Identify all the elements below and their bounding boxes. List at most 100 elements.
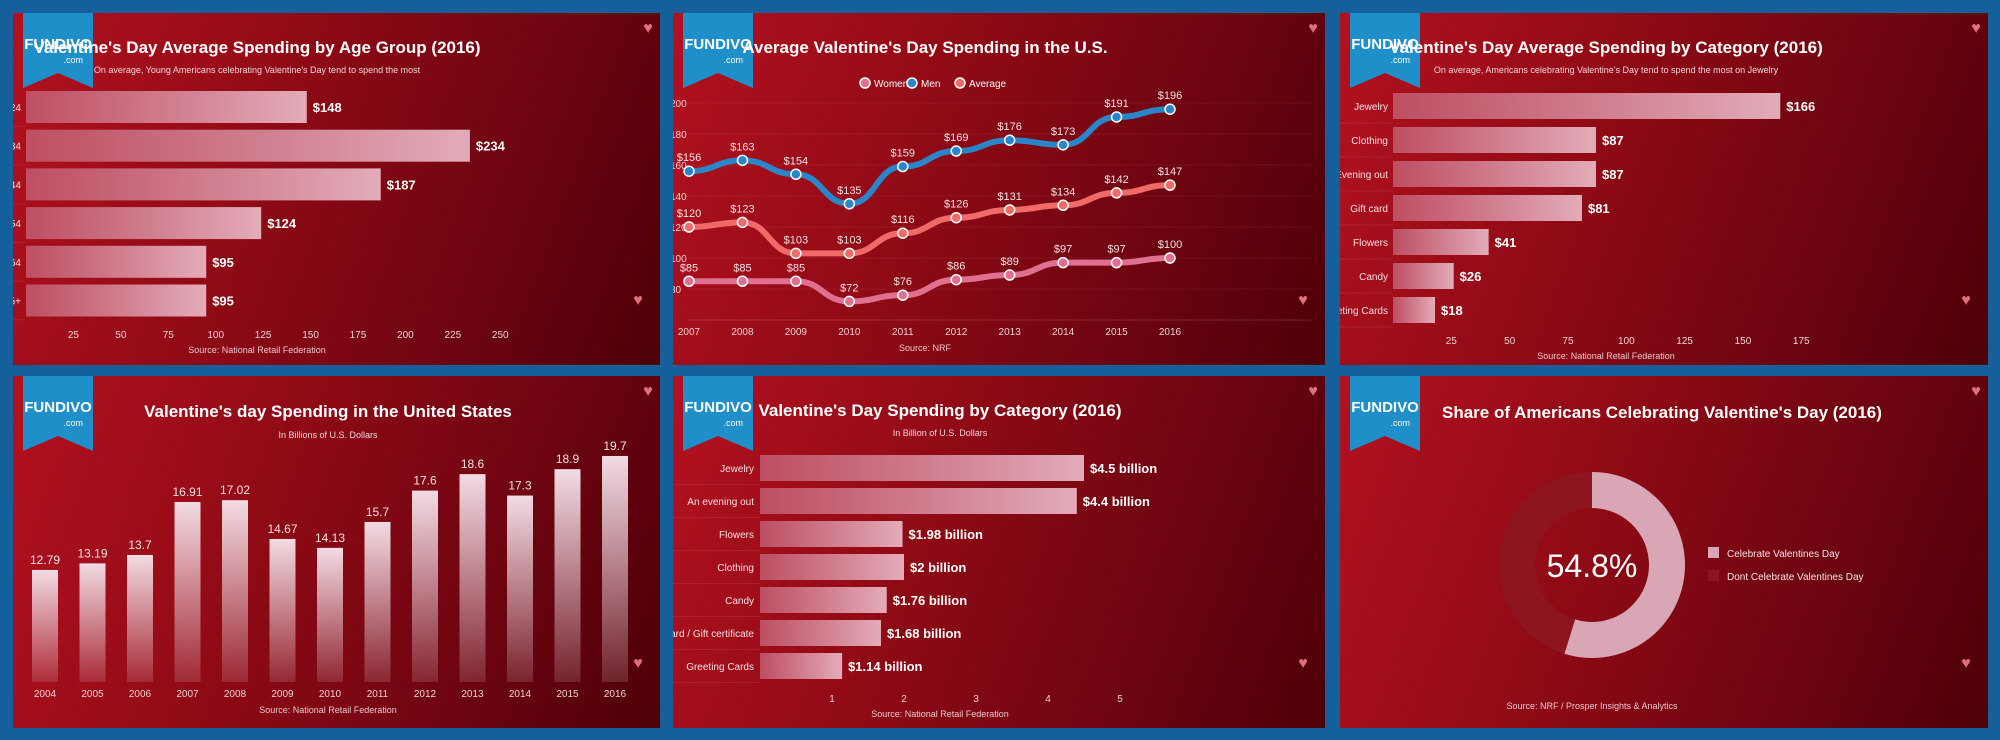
data-label: $2 billion [910, 560, 966, 575]
data-label: 17.6 [413, 474, 437, 488]
legend-label: Men [921, 79, 940, 90]
yearly-spending-panel: FUNDIVO .com ♥ ♥ Valentine's day Spending in… [13, 376, 660, 728]
chart-subtitle: In Billion of U.S. Dollars [893, 428, 988, 438]
data-point [790, 247, 802, 260]
data-label: $123 [730, 203, 754, 215]
data-point [1164, 179, 1176, 191]
category-label: 65+ [13, 297, 21, 308]
center-percentage: 54.8% [1547, 548, 1638, 584]
data-label: $85 [680, 262, 698, 274]
donut-slice [1499, 472, 1592, 654]
data-label: $4.4 billion [1083, 494, 1150, 509]
logo-ribbon [683, 13, 753, 88]
bar [1393, 161, 1596, 187]
x-tick-label: 4 [1045, 694, 1051, 705]
x-tick-label: 25 [1446, 336, 1458, 347]
fundivo-logo: FUNDIVO .com [23, 13, 93, 88]
data-label: $1.14 billion [848, 659, 922, 674]
x-tick-label: 2007 [176, 689, 199, 700]
bar [317, 547, 343, 682]
data-label: $103 [837, 234, 861, 246]
data-label: $26 [1460, 269, 1482, 284]
logo-text: FUNDIVO [684, 399, 752, 416]
bar [26, 245, 207, 278]
data-point [1003, 269, 1016, 281]
data-point [897, 227, 909, 239]
x-tick-label: 250 [492, 330, 509, 341]
age-group-spending-panel: FUNDIVO .com ♥ ♥ Valentine's Day Average Spe… [13, 13, 660, 365]
category-label: An evening out [687, 497, 754, 508]
data-point [1003, 204, 1016, 216]
legend-marker [954, 77, 966, 89]
data-label: $131 [997, 191, 1021, 203]
x-tick-label: 2 [901, 694, 907, 705]
x-tick-label: 25 [68, 330, 80, 341]
data-label: 17.3 [508, 479, 532, 493]
x-tick-label: 2016 [1159, 327, 1182, 338]
bar [26, 91, 307, 123]
y-tick-label: 100 [673, 254, 687, 265]
chart-title: Valentine's Day Average Spending by Age … [33, 38, 480, 57]
data-label: $41 [1495, 235, 1517, 250]
logo-text: FUNDIVO [24, 399, 92, 416]
data-label: $89 [1000, 256, 1018, 268]
x-tick-label: 150 [302, 330, 319, 341]
average-spending-line-panel: FUNDIVO .com ♥ ♥ Average Valentine's Day Spe… [673, 13, 1325, 365]
legend-marker [859, 77, 871, 89]
chart-svg: FUNDIVO .com ♥ ♥ Valentine's day Spending in… [23, 376, 653, 715]
chart-svg: FUNDIVO .com ♥ ♥ Valentine's Day Average Spe… [1340, 13, 1981, 361]
x-tick-label: 100 [207, 330, 224, 341]
data-label: $85 [787, 262, 805, 274]
data-label: 13.7 [128, 538, 152, 552]
x-tick-label: 2014 [1052, 327, 1075, 338]
data-point [736, 154, 749, 167]
data-label: $120 [677, 208, 701, 220]
bar [459, 474, 486, 682]
x-tick-label: 2015 [1105, 327, 1128, 338]
donut-slice [1564, 472, 1685, 658]
category-label: Jewelry [720, 464, 754, 475]
data-label: $85 [733, 262, 751, 274]
category-label: Clothing [717, 563, 754, 574]
x-tick-label: 200 [397, 330, 414, 341]
chart-title: Valentine's Day Spending by Category (20… [758, 401, 1121, 420]
data-label: $134 [1051, 186, 1075, 198]
data-label: $95 [212, 294, 234, 309]
x-tick-label: 2010 [838, 327, 861, 338]
chart-title: Average Valentine's Day Spending in the … [742, 38, 1107, 57]
share-celebrating-panel: FUNDIVO .com ♥ ♥ Share of Americans Celebrat… [1340, 376, 1988, 728]
bar [222, 500, 248, 682]
category-label: 25-34 [13, 142, 21, 153]
bar [1393, 229, 1489, 255]
y-tick-label: 200 [673, 99, 687, 110]
category-label: Clothing [1351, 136, 1388, 147]
logo-ribbon [23, 13, 93, 88]
data-label: $100 [1158, 239, 1182, 251]
data-point [790, 168, 802, 181]
category-label: Jewelry [1354, 102, 1388, 113]
y-tick-label: 180 [673, 130, 687, 141]
y-tick-label: 120 [673, 223, 687, 234]
data-label: $72 [840, 282, 858, 294]
data-label: 16.91 [172, 485, 202, 499]
data-label: $81 [1588, 201, 1610, 216]
category-label: 35-44 [13, 180, 21, 191]
data-label: $142 [1104, 174, 1128, 186]
logo-ribbon [683, 376, 753, 451]
x-tick-label: 5 [1117, 694, 1123, 705]
data-point [1057, 139, 1069, 151]
bar [79, 563, 106, 682]
category-label: Evening out [1340, 170, 1388, 181]
legend-label: Women [874, 79, 908, 90]
data-label: $163 [730, 141, 754, 153]
data-point [1003, 134, 1016, 146]
data-point [897, 289, 909, 301]
chart-subtitle: On average, Americans celebrating Valent… [1434, 65, 1779, 75]
x-tick-label: 2007 [678, 327, 701, 338]
x-tick-label: 2016 [604, 689, 627, 700]
x-tick-label: 2012 [945, 327, 968, 338]
bar [760, 521, 903, 547]
data-label: $1.98 billion [909, 527, 983, 542]
data-label: $1.76 billion [893, 593, 967, 608]
data-label: $147 [1158, 166, 1182, 178]
